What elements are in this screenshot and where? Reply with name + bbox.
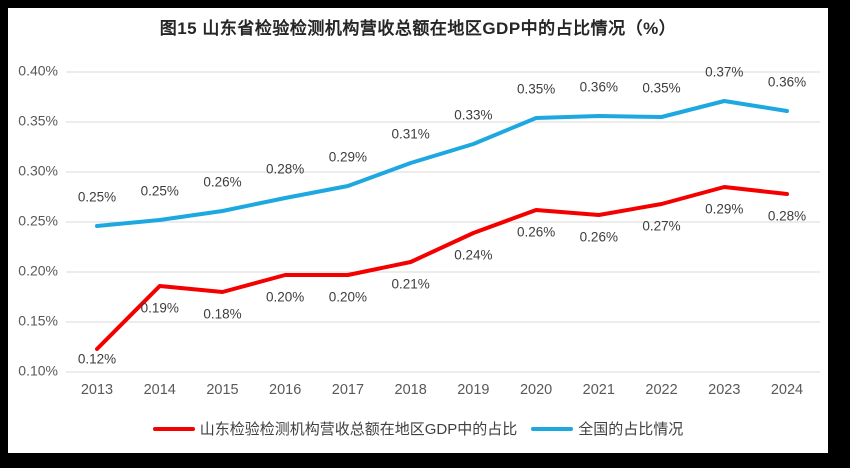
legend-line-red-icon — [152, 426, 195, 431]
data-label-shandong: 0.29% — [705, 202, 743, 217]
chart-canvas: 图15 山东省检验检测机构营收总额在地区GDP中的占比情况（%） 0.10% 0.… — [8, 8, 828, 453]
legend-label-shandong: 山东检验检测机构营收总额在地区GDP中的占比 — [199, 421, 518, 438]
data-label-national: 0.36% — [768, 75, 806, 90]
legend-item-shandong: 山东检验检测机构营收总额在地区GDP中的占比 — [152, 418, 518, 439]
x-axis-tick-label: 2017 — [332, 382, 364, 398]
line-chart: 0.10% 0.15% 0.20% 0.25% 0.30% 0.35% 0.40% 2013 2… — [18, 63, 820, 398]
y-axis-tick-label: 0.10% — [18, 363, 58, 379]
data-label-shandong: 0.12% — [78, 352, 116, 367]
data-label-shandong: 0.28% — [768, 209, 806, 224]
data-label-shandong: 0.27% — [642, 219, 680, 234]
legend-label-national: 全国的占比情况 — [578, 421, 684, 438]
y-axis-tick-label: 0.35% — [18, 113, 58, 129]
x-axis-tick-label: 2024 — [771, 382, 803, 398]
data-label-national: 0.29% — [329, 150, 367, 165]
y-axis-tick-label: 0.15% — [18, 313, 58, 329]
x-axis-tick-label: 2023 — [708, 382, 740, 398]
data-label-shandong: 0.26% — [580, 230, 618, 245]
x-axis-tick-label: 2019 — [457, 382, 489, 398]
legend-item-national: 全国的占比情况 — [531, 418, 683, 439]
data-label-national: 0.26% — [203, 175, 241, 190]
data-label-shandong: 0.20% — [266, 290, 304, 305]
y-axis-tick-label: 0.30% — [18, 163, 58, 179]
data-label-national: 0.25% — [78, 190, 116, 205]
data-label-shandong: 0.18% — [203, 307, 241, 322]
chart-title: 图15 山东省检验检测机构营收总额在地区GDP中的占比情况（%） — [159, 19, 677, 38]
x-axis-tick-label: 2018 — [395, 382, 427, 398]
data-label-shandong: 0.21% — [391, 277, 429, 292]
y-axis-tick-label: 0.40% — [18, 63, 58, 79]
x-axis-tick-label: 2014 — [144, 382, 176, 398]
x-axis-tick-label: 2013 — [81, 382, 113, 398]
data-label-shandong: 0.20% — [329, 290, 367, 305]
data-label-shandong: 0.26% — [517, 225, 555, 240]
y-axis-tick-label: 0.20% — [18, 263, 58, 279]
data-label-national: 0.35% — [517, 82, 555, 97]
x-axis-tick-label: 2020 — [520, 382, 552, 398]
data-label-shandong: 0.24% — [454, 248, 492, 263]
data-label-national: 0.28% — [266, 162, 304, 177]
y-axis-tick-label: 0.25% — [18, 213, 58, 229]
data-label-national: 0.37% — [705, 65, 743, 80]
data-label-national: 0.36% — [580, 80, 618, 95]
x-axis-tick-label: 2015 — [206, 382, 238, 398]
x-axis-tick-label: 2021 — [583, 382, 615, 398]
legend-line-blue-icon — [531, 426, 574, 431]
series-line-national — [95, 99, 789, 228]
data-label-national: 0.35% — [642, 81, 680, 96]
data-label-shandong: 0.19% — [141, 301, 179, 316]
data-label-national: 0.25% — [141, 184, 179, 199]
x-axis-tick-label: 2022 — [645, 382, 677, 398]
x-axis-tick-label: 2016 — [269, 382, 301, 398]
data-label-national: 0.31% — [391, 127, 429, 142]
series-line-shandong — [95, 185, 789, 351]
chart-legend: 山东检验检测机构营收总额在地区GDP中的占比 全国的占比情况 — [8, 418, 828, 439]
data-label-national: 0.33% — [454, 108, 492, 123]
